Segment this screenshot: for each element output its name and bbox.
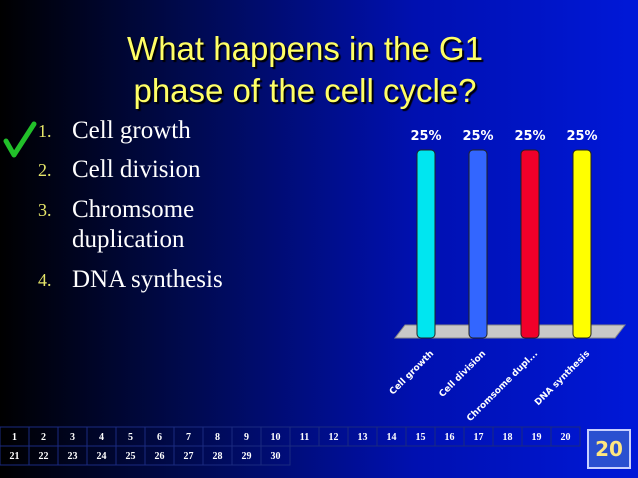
response-number: 19 [532, 432, 542, 443]
response-number: 10 [271, 432, 281, 443]
x-tick-label: DNA synthesis [533, 349, 592, 408]
option-number: 4. [38, 270, 52, 290]
response-cell [550, 426, 581, 447]
response-number: 4 [99, 432, 104, 443]
check-mark [3, 121, 37, 158]
response-number: 17 [474, 432, 484, 443]
option-text: Cell growth [72, 117, 191, 144]
option-number: 3. [38, 200, 52, 220]
bar [520, 149, 540, 339]
response-number: 26 [155, 451, 165, 462]
option[interactable]: 3. Chromsome duplication [38, 195, 238, 255]
countdown: 20 [595, 437, 623, 461]
response-number: 28 [213, 451, 223, 462]
response-number: 9 [244, 432, 249, 443]
response-number: 18 [503, 432, 513, 443]
response-number: 6 [157, 432, 162, 443]
data-label: 25% [514, 129, 545, 144]
option[interactable]: 2. Cell division [38, 155, 258, 185]
x-tick-label: Cell growth [388, 349, 436, 397]
response-number: 2 [41, 432, 46, 443]
bar [416, 149, 436, 339]
countdown-box [587, 429, 631, 469]
response-number: 13 [358, 432, 368, 443]
response-number: 8 [215, 432, 220, 443]
data-label: 25% [410, 129, 441, 144]
response-number: 29 [242, 451, 252, 462]
response-number: 23 [68, 451, 78, 462]
response-number: 21 [10, 451, 20, 462]
response-number: 30 [271, 451, 281, 462]
response-number: 25 [126, 451, 136, 462]
option[interactable]: 4. DNA synthesis [38, 265, 258, 295]
option-number: 1. [38, 121, 52, 141]
data-label: 25% [566, 129, 597, 144]
response-number: 5 [128, 432, 133, 443]
bar [572, 149, 592, 339]
chart-floor [393, 324, 627, 339]
response-number: 3 [70, 432, 75, 443]
response-number: 24 [97, 451, 107, 462]
option-text: Chromsome duplication [72, 196, 195, 253]
response-number: 1 [12, 432, 17, 443]
response-number: 7 [186, 432, 191, 443]
response-number: 11 [300, 432, 309, 443]
response-number: 16 [445, 432, 455, 443]
response-number: 20 [561, 432, 571, 443]
response-number: 14 [387, 432, 397, 443]
option-text: Cell division [72, 156, 201, 183]
response-number: 12 [329, 432, 339, 443]
response-number: 15 [416, 432, 426, 443]
bar [468, 149, 488, 339]
response-cell [260, 445, 291, 466]
slide-title: What happens in the G1 phase of the cell… [127, 30, 483, 109]
response-number: 22 [39, 451, 49, 462]
data-label: 25% [462, 129, 493, 144]
option-number: 2. [38, 160, 52, 180]
option[interactable]: 1. Cell growth [38, 116, 258, 146]
x-tick-label: Cell division [438, 349, 489, 400]
response-number: 27 [184, 451, 194, 462]
option-text: DNA synthesis [72, 266, 223, 293]
